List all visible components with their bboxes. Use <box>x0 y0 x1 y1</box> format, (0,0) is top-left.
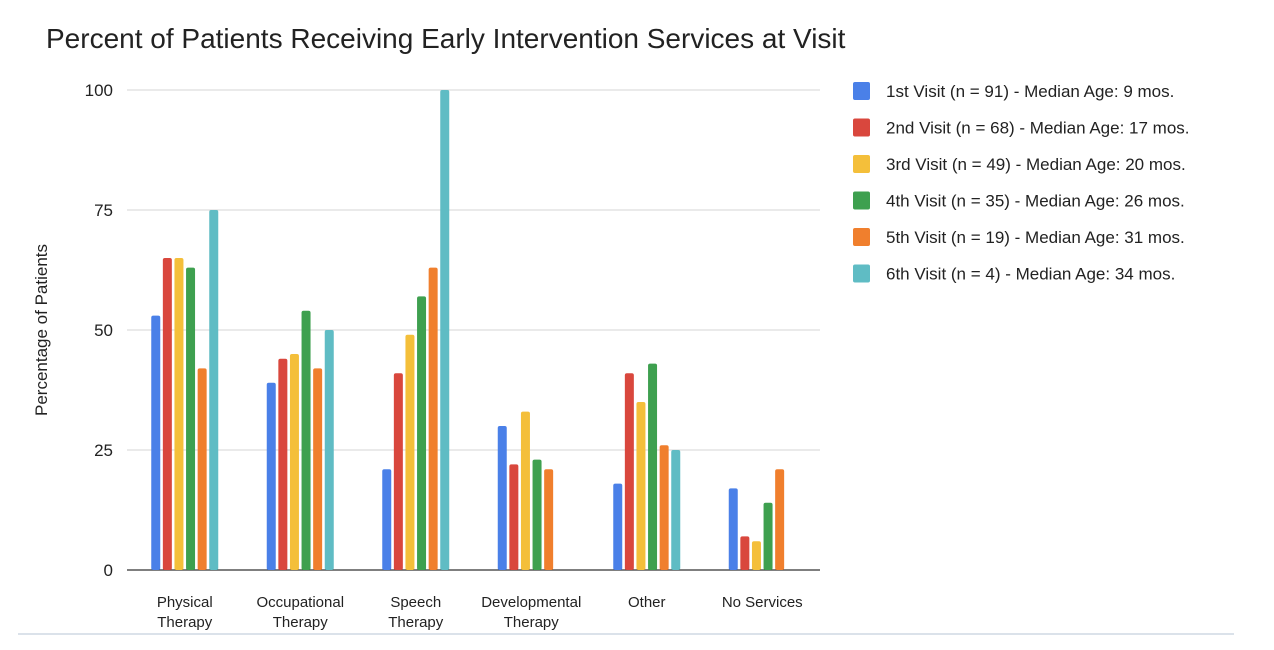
chart-title: Percent of Patients Receiving Early Inte… <box>46 23 846 54</box>
bar <box>324 330 334 570</box>
bar <box>509 464 519 570</box>
bar <box>405 334 415 570</box>
legend-entry: 1st Visit (n = 91) - Median Age: 9 mos. <box>886 82 1174 101</box>
bar <box>301 310 311 570</box>
bar <box>520 411 530 570</box>
legend-swatch <box>853 191 870 210</box>
y-tick-label: 50 <box>94 321 113 340</box>
legend-swatch <box>853 118 870 137</box>
y-tick-label: 0 <box>104 561 113 580</box>
bar <box>289 354 299 570</box>
legend-entry: 4th Visit (n = 35) - Median Age: 26 mos. <box>886 192 1185 211</box>
bar <box>613 483 623 570</box>
x-category-label: No Services <box>722 594 803 611</box>
y-tick-label: 75 <box>94 201 113 220</box>
x-category-label: Speech Therapy <box>388 594 444 631</box>
bar <box>763 502 773 570</box>
y-axis-title: Percentage of Patients <box>32 244 51 416</box>
y-tick-label: 25 <box>94 441 113 460</box>
bar <box>624 373 634 570</box>
y-tick-label: 100 <box>85 81 113 100</box>
bar <box>186 267 196 570</box>
bar <box>728 488 738 570</box>
bar <box>636 402 646 570</box>
bar <box>671 450 681 570</box>
x-category-label: Other <box>628 594 666 611</box>
legend: 1st Visit (n = 91) - Median Age: 9 mos. 2… <box>853 82 1190 284</box>
bar <box>659 445 669 570</box>
bar <box>740 536 750 570</box>
legend-entry: 3rd Visit (n = 49) - Median Age: 20 mos. <box>886 155 1186 174</box>
bar <box>544 469 554 570</box>
legend-swatch <box>853 155 870 173</box>
bar <box>393 373 403 570</box>
bar <box>497 426 507 570</box>
bar <box>428 267 438 570</box>
x-category-label: Developmental Therapy <box>481 594 581 631</box>
legend-swatch <box>853 264 870 283</box>
bar <box>197 368 207 570</box>
bar <box>532 459 542 570</box>
bar <box>209 210 219 570</box>
x-axis-categories: Physical Therapy Occupational Therapy Speech… <box>157 594 803 631</box>
bar <box>266 382 276 570</box>
bar <box>174 258 184 570</box>
bar <box>382 469 392 570</box>
bar <box>278 358 288 570</box>
gridlines <box>127 89 820 571</box>
bar <box>151 315 161 570</box>
legend-swatch <box>853 82 870 100</box>
x-category-label: Occupational Therapy <box>256 594 344 631</box>
bar <box>417 296 427 570</box>
legend-entry: 2nd Visit (n = 68) - Median Age: 17 mos. <box>886 119 1190 138</box>
bar <box>775 469 785 570</box>
bars <box>151 90 785 570</box>
bar <box>313 368 323 570</box>
bar <box>751 541 761 570</box>
legend-entry: 6th Visit (n = 4) - Median Age: 34 mos. <box>886 265 1175 284</box>
legend-entry: 5th Visit (n = 19) - Median Age: 31 mos. <box>886 228 1185 247</box>
bar <box>648 363 658 570</box>
bar <box>162 258 172 570</box>
bar <box>440 90 450 570</box>
legend-swatch <box>853 228 870 246</box>
y-axis-ticks: 0 25 50 75 100 <box>85 81 113 580</box>
x-category-label: Physical Therapy <box>157 594 213 631</box>
